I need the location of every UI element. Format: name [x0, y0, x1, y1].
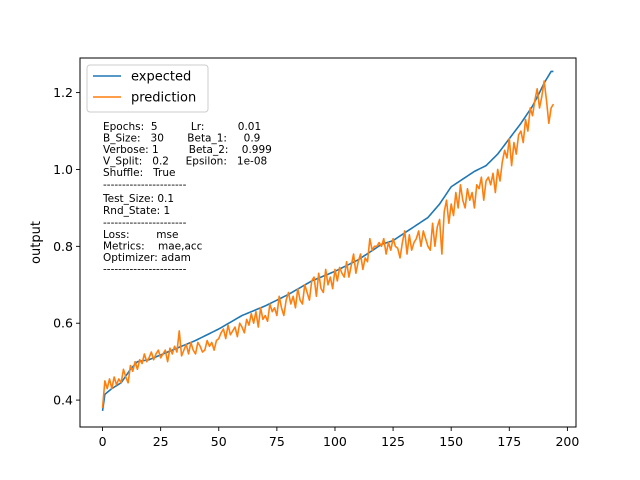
x-tick-label: 175 [497, 434, 521, 449]
info-line: ---------------------- [103, 217, 187, 229]
x-tick-label: 50 [211, 434, 227, 449]
x-tick-label: 0 [99, 434, 107, 449]
info-line: ---------------------- [103, 179, 187, 191]
legend: expected prediction [86, 64, 209, 113]
y-tick-label: 0.8 [53, 239, 73, 254]
info-line: Metrics: mae,acc [103, 241, 203, 253]
info-line: Verbose: 1 Beta_2: 0.999 [103, 144, 272, 156]
info-line: Loss: mse [103, 229, 178, 241]
info-line: Rnd_State: 1 [103, 205, 170, 217]
ticks-layer: 0 25 50 75 100 125 150 175 200 0.4 0.6 0.8 1.0 1.2 [53, 85, 579, 449]
info-line: B_Size: 30 Beta_1: 0.9 [103, 133, 260, 145]
x-tick-label: 25 [153, 434, 169, 449]
plot-frame [79, 57, 577, 428]
legend-label-expected: expected [131, 70, 191, 85]
y-tick-label: 1.0 [53, 162, 73, 177]
series-line-prediction [101, 80, 555, 408]
info-line: ---------------------- [103, 264, 187, 276]
info-line: Optimizer: adam [103, 252, 191, 264]
info-line: Test_Size: 0.1 [102, 193, 174, 205]
info-line: Epochs: 5 Lr: 0.01 [103, 121, 261, 133]
series-layer [101, 70, 555, 411]
info-line: V_Split: 0.2 Epsilon: 1e-08 [103, 156, 267, 168]
y-axis-label: output [29, 221, 44, 264]
y-tick-label: 0.6 [53, 316, 73, 331]
y-tick-label: 0.4 [53, 393, 73, 408]
x-tick-label: 150 [439, 434, 463, 449]
x-tick-label: 125 [381, 434, 405, 449]
legend-label-prediction: prediction [131, 91, 196, 106]
y-tick-label: 1.2 [53, 85, 73, 100]
info-annotation: Epochs: 5 Lr: 0.01 B_Size: 30 Beta_1: 0.… [102, 121, 272, 276]
x-tick-label: 200 [555, 434, 579, 449]
x-tick-label: 75 [269, 434, 285, 449]
x-tick-label: 100 [323, 434, 347, 449]
info-line: Shuffle: True [103, 167, 175, 179]
